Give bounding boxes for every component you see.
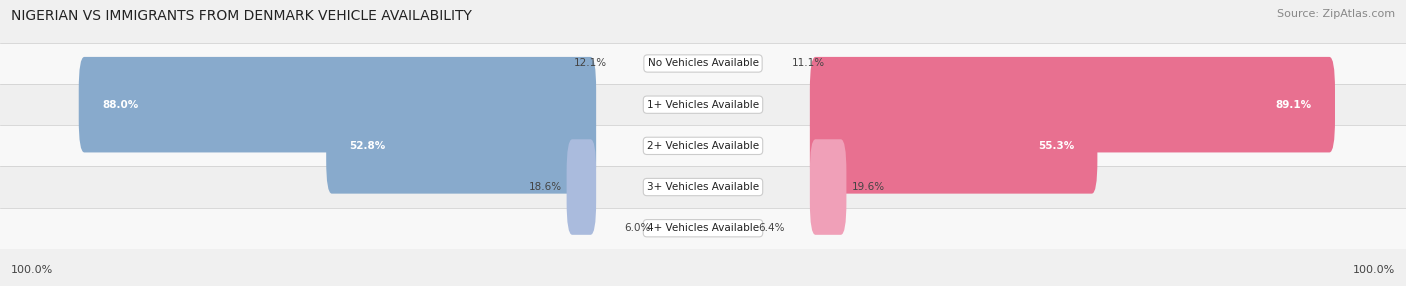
Bar (0, 125, 1406, 166)
Bar (0, 166, 1406, 208)
FancyBboxPatch shape (810, 57, 1334, 152)
Text: 88.0%: 88.0% (103, 100, 138, 110)
Text: 4+ Vehicles Available: 4+ Vehicles Available (647, 223, 759, 233)
Text: 6.0%: 6.0% (624, 223, 650, 233)
Text: 52.8%: 52.8% (350, 141, 385, 151)
Text: 100.0%: 100.0% (1353, 265, 1395, 275)
Text: 11.1%: 11.1% (792, 59, 825, 68)
Text: 3+ Vehicles Available: 3+ Vehicles Available (647, 182, 759, 192)
Text: 6.4%: 6.4% (759, 223, 785, 233)
Text: NIGERIAN VS IMMIGRANTS FROM DENMARK VEHICLE AVAILABILITY: NIGERIAN VS IMMIGRANTS FROM DENMARK VEHI… (11, 9, 472, 23)
FancyBboxPatch shape (810, 139, 846, 235)
Bar (0, 208, 1406, 249)
FancyBboxPatch shape (810, 98, 1098, 194)
FancyBboxPatch shape (326, 98, 596, 194)
Text: No Vehicles Available: No Vehicles Available (648, 59, 758, 68)
Text: Source: ZipAtlas.com: Source: ZipAtlas.com (1277, 9, 1395, 19)
Text: 1+ Vehicles Available: 1+ Vehicles Available (647, 100, 759, 110)
Text: 19.6%: 19.6% (852, 182, 884, 192)
Bar (0, 43, 1406, 84)
Text: 89.1%: 89.1% (1275, 100, 1312, 110)
Text: 55.3%: 55.3% (1038, 141, 1074, 151)
FancyBboxPatch shape (567, 139, 596, 235)
FancyBboxPatch shape (79, 57, 596, 152)
Text: 12.1%: 12.1% (574, 59, 607, 68)
Text: 18.6%: 18.6% (529, 182, 562, 192)
Text: 100.0%: 100.0% (11, 265, 53, 275)
Text: 2+ Vehicles Available: 2+ Vehicles Available (647, 141, 759, 151)
Bar (0, 84, 1406, 125)
